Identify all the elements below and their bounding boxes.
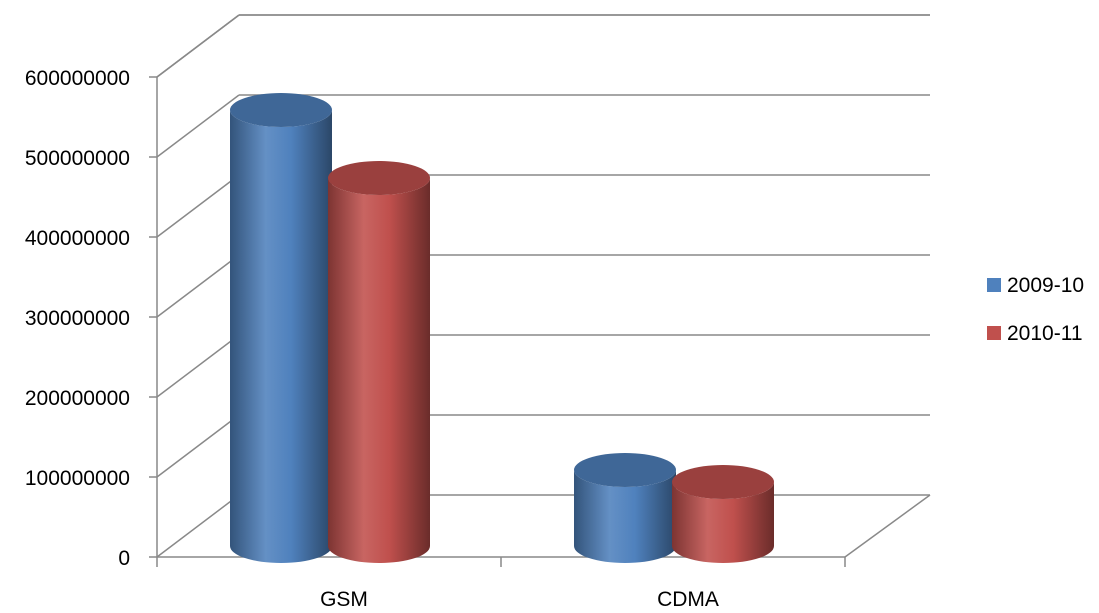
floor-right-edge [844,494,931,558]
y-tick-label: 200000000 [25,387,130,410]
y-tick-label: 100000000 [25,467,130,490]
legend-item: 2010-11 [987,322,1083,345]
gridline-side [156,94,240,158]
bar-top [574,453,676,487]
bars [230,93,774,563]
bar-body [574,470,676,563]
y-tick-label: 400000000 [25,227,130,250]
bar [574,453,676,563]
bar-top [672,465,774,499]
bar-body [328,178,430,563]
gridline-side [156,174,240,238]
gridline-side [156,334,240,398]
legend-label: 2009-10 [1007,274,1084,297]
gridline-side [156,254,240,318]
y-tick-label: 600000000 [25,67,130,90]
gridline-side [156,14,240,78]
legend-label: 2010-11 [1007,322,1083,345]
bar [672,465,774,563]
y-tick-label: 300000000 [25,307,130,330]
y-tick-label: 500000000 [25,147,130,170]
bar-top [328,161,430,195]
floor-left-edge [156,494,240,558]
legend-swatch [987,278,1001,292]
legend: 2009-10 2010-11 [987,274,1084,345]
bar [328,161,430,563]
legend-item: 2009-10 [987,274,1084,297]
bar [230,93,332,563]
bar-body [230,110,332,563]
bar-top [230,93,332,127]
axis-labels: 0 100000000 200000000 300000000 400000000 500… [25,67,719,611]
x-tick-label: CDMA [657,588,719,611]
bar-body [672,482,774,563]
legend-swatch [987,326,1001,340]
y-tick-label: 0 [118,547,130,570]
gridline-side [156,414,240,478]
x-tick-label: GSM [320,588,368,611]
